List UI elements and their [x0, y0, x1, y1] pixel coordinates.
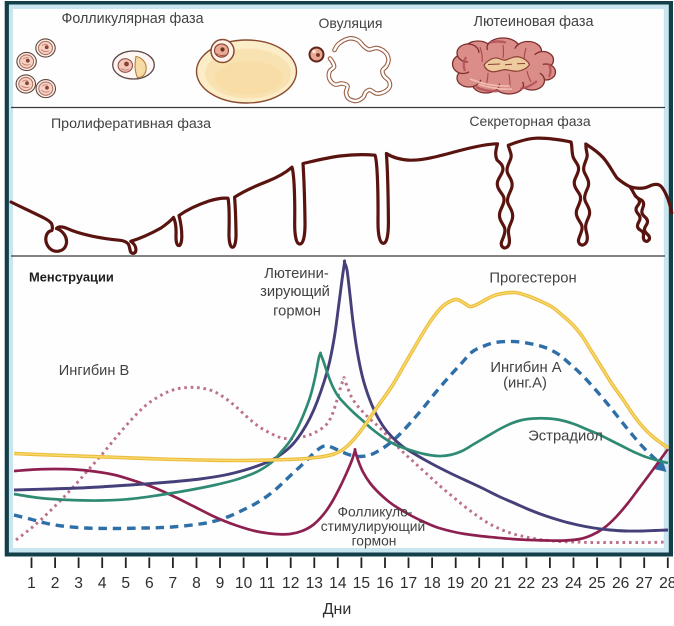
- svg-text:21: 21: [494, 575, 511, 592]
- svg-text:гормон: гормон: [352, 534, 397, 549]
- svg-text:8: 8: [192, 575, 201, 592]
- svg-text:Овуляция: Овуляция: [319, 15, 383, 31]
- svg-text:гормон: гормон: [273, 304, 321, 320]
- svg-text:26: 26: [612, 575, 629, 592]
- svg-text:13: 13: [306, 575, 323, 592]
- svg-text:2: 2: [51, 575, 60, 592]
- svg-text:1: 1: [27, 575, 36, 592]
- svg-text:6: 6: [145, 575, 154, 592]
- svg-text:27: 27: [636, 575, 653, 592]
- svg-text:9: 9: [216, 575, 225, 592]
- svg-text:стимулирующий: стимулирующий: [321, 519, 425, 534]
- svg-text:Прогестерон: Прогестерон: [489, 271, 576, 287]
- svg-text:28: 28: [659, 575, 674, 592]
- svg-text:Секреторная фаза: Секреторная фаза: [469, 113, 591, 129]
- svg-text:Ингибин В: Ингибин В: [59, 363, 129, 379]
- svg-text:24: 24: [565, 575, 583, 592]
- svg-text:4: 4: [98, 575, 107, 592]
- svg-text:22: 22: [518, 575, 535, 592]
- svg-text:Менструации: Менструации: [29, 270, 114, 285]
- svg-text:7: 7: [169, 575, 178, 592]
- svg-text:Пролиферативная фаза: Пролиферативная фаза: [51, 116, 211, 132]
- svg-text:Фолликуло-: Фолликуло-: [338, 505, 413, 520]
- svg-text:Ингибин А: Ингибин А: [490, 360, 561, 376]
- svg-text:12: 12: [282, 575, 299, 592]
- svg-text:23: 23: [541, 575, 558, 592]
- svg-text:5: 5: [121, 575, 130, 592]
- svg-text:15: 15: [353, 575, 371, 592]
- svg-text:18: 18: [423, 575, 440, 592]
- svg-text:Дни: Дни: [323, 601, 352, 618]
- svg-text:10: 10: [235, 575, 253, 592]
- svg-text:25: 25: [588, 575, 606, 592]
- svg-text:Эстрадиол: Эстрадиол: [528, 429, 603, 445]
- svg-text:11: 11: [259, 575, 275, 592]
- svg-text:Лютеини-: Лютеини-: [264, 266, 329, 282]
- svg-text:17: 17: [400, 575, 417, 592]
- svg-text:3: 3: [74, 575, 83, 592]
- svg-text:Лютеиновая фаза: Лютеиновая фаза: [474, 14, 594, 30]
- svg-text:(инг.А): (инг.А): [503, 376, 547, 392]
- svg-text:Фолликулярная фаза: Фолликулярная фаза: [61, 11, 203, 27]
- svg-text:20: 20: [471, 575, 489, 592]
- svg-text:19: 19: [447, 575, 464, 592]
- svg-text:14: 14: [329, 575, 347, 592]
- svg-text:16: 16: [376, 575, 393, 592]
- svg-text:зирующий: зирующий: [260, 284, 330, 300]
